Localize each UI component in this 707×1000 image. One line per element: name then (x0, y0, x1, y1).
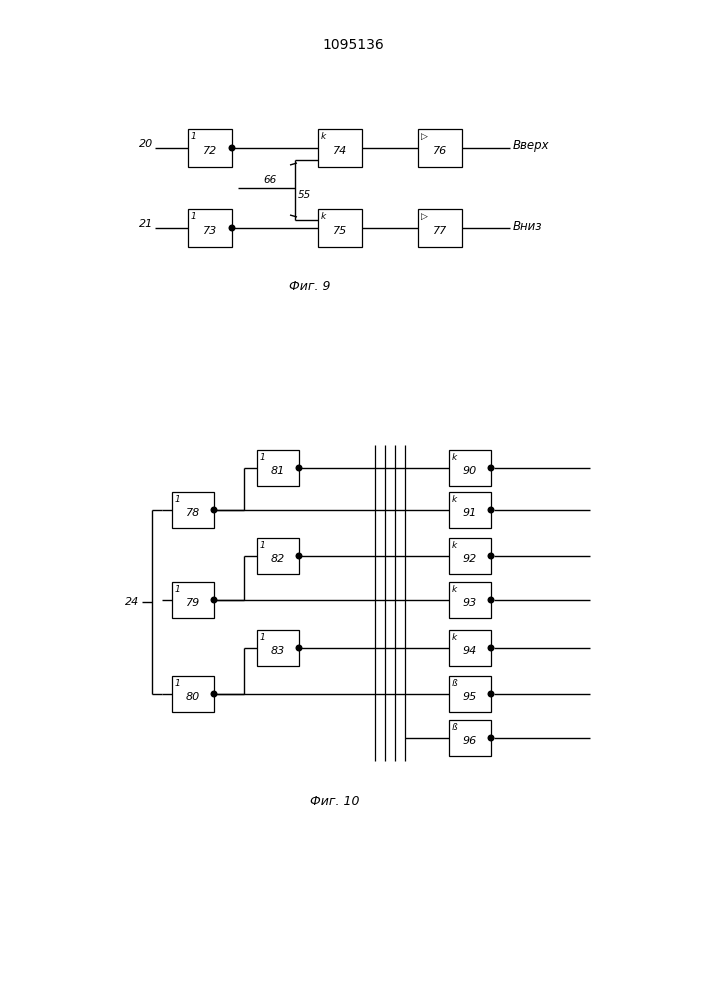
Text: k: k (321, 212, 326, 221)
Text: k: k (452, 633, 457, 642)
Bar (188, 129, 232, 167)
Text: 1: 1 (191, 212, 197, 221)
Bar (257, 450, 299, 486)
Text: 1: 1 (260, 541, 266, 550)
Text: k: k (452, 495, 457, 504)
Text: 96: 96 (463, 736, 477, 746)
Text: 94: 94 (463, 646, 477, 656)
Bar (257, 538, 299, 574)
Text: 73: 73 (203, 226, 217, 236)
Circle shape (489, 735, 493, 741)
Text: 82: 82 (271, 554, 285, 564)
Text: 91: 91 (463, 508, 477, 518)
Bar (257, 630, 299, 666)
Text: 20: 20 (139, 139, 153, 149)
Text: 24: 24 (124, 597, 139, 607)
Text: 1: 1 (260, 453, 266, 462)
Text: 92: 92 (463, 554, 477, 564)
Text: 66: 66 (264, 175, 276, 185)
Text: 76: 76 (433, 146, 447, 156)
Bar (172, 492, 214, 528)
Circle shape (489, 553, 493, 559)
Text: 83: 83 (271, 646, 285, 656)
Circle shape (489, 691, 493, 697)
Text: 80: 80 (186, 692, 200, 702)
Text: 1: 1 (191, 132, 197, 141)
Text: Вниз: Вниз (513, 220, 542, 232)
Text: k: k (452, 585, 457, 594)
Text: 77: 77 (433, 226, 447, 236)
Circle shape (489, 507, 493, 513)
Circle shape (489, 465, 493, 471)
Bar (449, 582, 491, 618)
Circle shape (211, 597, 217, 603)
Bar (418, 129, 462, 167)
Text: 79: 79 (186, 598, 200, 608)
Text: 74: 74 (333, 146, 347, 156)
Text: 21: 21 (139, 219, 153, 229)
Bar (449, 676, 491, 712)
Text: k: k (452, 541, 457, 550)
Bar (449, 538, 491, 574)
Text: Фиг. 9: Фиг. 9 (289, 280, 331, 293)
Bar (449, 450, 491, 486)
Circle shape (296, 553, 302, 559)
Bar (172, 582, 214, 618)
Bar (449, 492, 491, 528)
Bar (449, 630, 491, 666)
Bar (188, 209, 232, 247)
Text: ß: ß (452, 679, 457, 688)
Circle shape (489, 597, 493, 603)
Circle shape (229, 145, 235, 151)
Text: 95: 95 (463, 692, 477, 702)
Circle shape (211, 691, 217, 697)
Text: 90: 90 (463, 466, 477, 476)
Text: ▷: ▷ (421, 132, 428, 141)
Text: 81: 81 (271, 466, 285, 476)
Text: 93: 93 (463, 598, 477, 608)
Text: ß: ß (452, 723, 457, 732)
Circle shape (296, 645, 302, 651)
Text: k: k (321, 132, 326, 141)
Circle shape (211, 507, 217, 513)
Text: k: k (452, 453, 457, 462)
Text: 75: 75 (333, 226, 347, 236)
Bar (318, 209, 362, 247)
Text: 72: 72 (203, 146, 217, 156)
Text: ▷: ▷ (421, 212, 428, 221)
Bar (449, 720, 491, 756)
Text: 1: 1 (175, 495, 181, 504)
Text: Фиг. 10: Фиг. 10 (310, 795, 360, 808)
Circle shape (489, 645, 493, 651)
Bar (172, 676, 214, 712)
Text: 78: 78 (186, 508, 200, 518)
Text: 1: 1 (260, 633, 266, 642)
Circle shape (296, 465, 302, 471)
Text: Вверх: Вверх (513, 139, 549, 152)
Bar (418, 209, 462, 247)
Bar (318, 129, 362, 167)
Circle shape (229, 225, 235, 231)
Text: 1095136: 1095136 (322, 38, 384, 52)
Text: 1: 1 (175, 679, 181, 688)
Text: 55: 55 (298, 190, 311, 200)
Text: 1: 1 (175, 585, 181, 594)
